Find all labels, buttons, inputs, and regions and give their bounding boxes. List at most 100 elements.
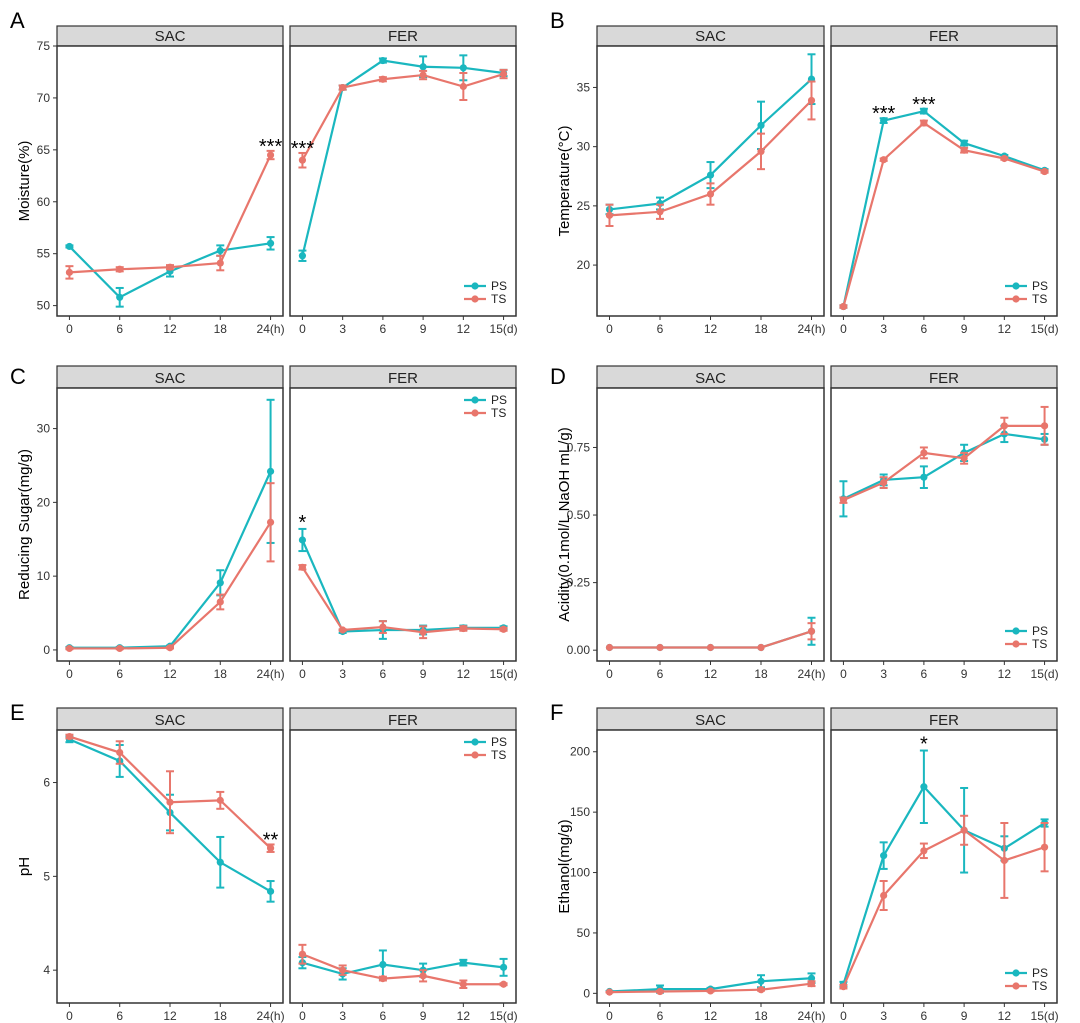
data-point-ts [166,798,174,806]
data-point-ts [266,518,275,526]
series-line-ts [301,72,504,161]
legend-marker-ts [1012,295,1020,303]
data-point-ts [1040,843,1049,851]
y-tick-label: 0.75 [567,440,591,454]
y-tick-label: 0.25 [567,576,591,590]
data-point-ts [266,844,275,852]
x-tick-label: 3 [339,1009,346,1023]
data-point-ps [880,117,888,125]
data-point-ps [807,974,816,982]
series-line-ts [301,566,504,634]
data-point-ts [499,70,508,78]
y-axis-label: Temperature(°C) [556,125,573,236]
legend-label-ps: PS [491,393,507,407]
panel-label-b: B [550,8,565,33]
data-point-ps [216,246,224,255]
data-point-ps [459,959,467,967]
x-tick-label: 24(h) [798,1009,826,1023]
x-tick-label: 6 [116,322,123,336]
series-ts [839,814,1049,991]
y-tick-label: 6 [43,776,50,790]
data-point-ps [266,467,275,475]
x-tick-label: 0 [299,1009,306,1023]
y-tick-label: 25 [577,199,591,213]
series-ts [605,980,816,996]
series-line-ts [842,828,1045,988]
plot-frame [289,45,517,317]
y-tick-label: 0.00 [567,643,591,657]
data-point-ts [706,190,715,198]
data-point-ps [757,121,765,129]
data-point-ts [807,96,816,105]
data-point-ts [706,987,715,995]
panel-f: Ethanol(mg/g) 0 50 100 150 200 SAC 0 6 12 18 24(h) F… [556,707,1059,1023]
x-tick-label: 12 [704,667,718,681]
data-point-ts [920,119,928,127]
x-tick-label: 18 [214,1009,228,1023]
series-ts [298,68,508,169]
facet-sac: SAC 0 6 12 18 24(h) *** [56,25,285,336]
x-tick-label: 15(d) [1031,667,1059,681]
y-axis-label: Moisture(%) [16,141,33,222]
data-point-ts [757,986,765,994]
x-tick-label: 15(d) [490,667,518,681]
facet-strip-label: FER [929,28,959,45]
x-tick-label: 0 [606,322,613,336]
y-tick-label: 0.50 [567,508,591,522]
x-tick-label: 12 [704,322,718,336]
x-tick-label: 12 [998,1009,1012,1023]
x-tick-label: 12 [163,1009,177,1023]
y-tick-label: 75 [37,39,51,53]
data-point-ts [216,796,224,804]
x-tick-label: 6 [380,667,387,681]
data-point-ts [379,623,387,631]
y-axis-label: Acidity(0.1mol/L NaOH mL/g) [556,427,573,622]
data-point-ts [960,826,968,834]
series-line-ts [302,953,504,986]
series-line-ts [842,424,1045,502]
x-tick-label: 6 [921,1009,928,1023]
legend-label-ps: PS [1032,966,1048,980]
y-tick-label: 50 [577,926,591,940]
y-tick-label: 65 [37,143,51,157]
data-point-ts [920,847,928,855]
y-tick-label: 0 [43,643,50,657]
data-point-ts [298,950,307,958]
data-point-ps [920,107,928,115]
data-point-ts [1040,422,1049,430]
series-line-ps [301,59,504,257]
x-tick-label: 24(h) [257,667,285,681]
x-tick-label: 12 [163,667,177,681]
y-axis-label: Reducing Sugar(mg/g) [16,449,33,600]
x-tick-label: 18 [214,322,228,336]
data-point-ts [339,626,347,634]
y-axis-label: pH [16,857,33,876]
series-line-ps [842,109,1045,307]
series-ts [605,80,816,227]
plot-frame [830,45,1058,317]
x-tick-label: 6 [657,1009,664,1023]
legend-marker-ps [1012,282,1020,290]
x-tick-label: 6 [116,667,123,681]
y-axis-label: Ethanol(mg/g) [556,819,573,913]
significance-marker: *** [291,138,315,160]
x-tick-label: 12 [457,667,471,681]
facet-sac: SAC 0 6 12 18 24(h) [56,365,285,681]
plot-frame [289,729,517,1004]
y-tick-label: 100 [570,866,590,880]
plot-frame [289,387,517,662]
significance-marker: * [299,512,307,534]
panel-label-a: A [10,8,25,33]
x-tick-label: 0 [840,667,847,681]
facet-sac: SAC 0 6 12 18 24(h) [596,25,826,336]
x-tick-label: 15(d) [490,1009,518,1023]
legend-label-ts: TS [491,748,506,762]
y-tick-label: 55 [37,247,51,261]
series-line-ts [842,121,1045,307]
data-point-ps [757,977,765,985]
legend-marker-ts [1012,640,1020,648]
